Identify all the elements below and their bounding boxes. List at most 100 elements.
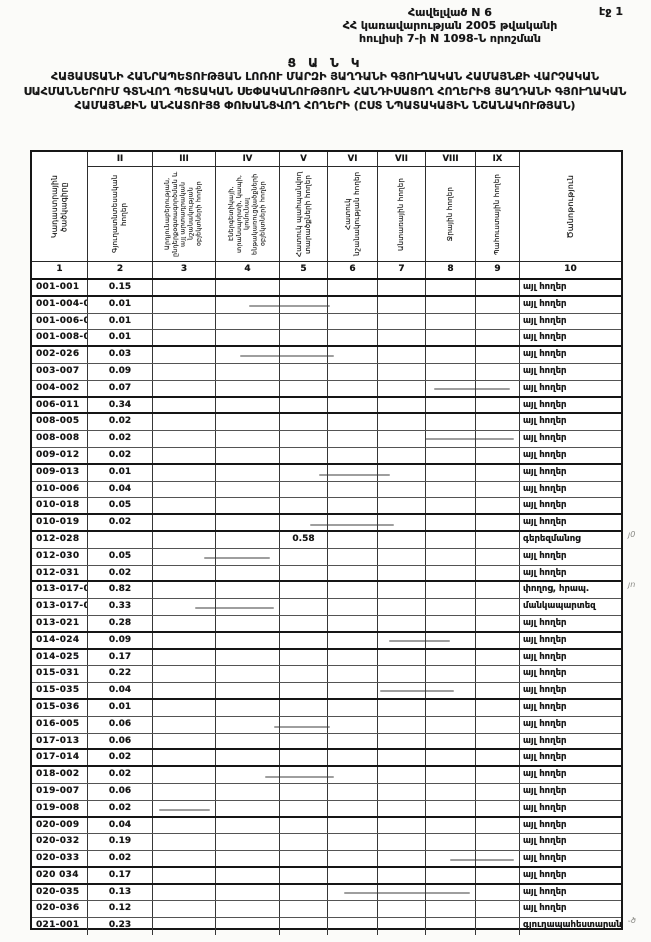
row-value-cell: 0.23 (87, 918, 152, 936)
empty-cell (475, 683, 519, 698)
row-value-cell (279, 380, 327, 396)
column-number-4: 4 (215, 262, 279, 278)
row-note-cell: այլ հողեր (519, 313, 621, 330)
empty-cell (215, 296, 279, 313)
header-col-7: VII Անտառային հողեր (377, 152, 425, 261)
empty-cell (327, 296, 377, 313)
row-value-cell (279, 397, 327, 413)
header-col-5: V Հատուկ պահպանվող տարածքների հողեր (279, 152, 327, 261)
empty-cell (425, 851, 475, 866)
header-col-9: IX Պահուստային հողեր (475, 152, 519, 261)
empty-cell (425, 481, 475, 498)
row-value-cell (279, 599, 327, 615)
row-value-cell (279, 330, 327, 346)
empty-cell (377, 347, 425, 363)
empty-cell (377, 380, 425, 396)
table-row: 013-017-010.82 փողոց, հրապ. (32, 582, 621, 600)
empty-cell (425, 884, 475, 901)
empty-cell (215, 716, 279, 733)
empty-cell (377, 330, 425, 346)
empty-cell (475, 447, 519, 463)
empty-cell (377, 599, 425, 615)
empty-cell (327, 481, 377, 498)
empty-cell (215, 380, 279, 396)
row-value-cell (279, 666, 327, 683)
roman-numeral-VII: VII (378, 152, 425, 167)
empty-cell (327, 699, 377, 716)
row-code-cell: 009-012 (36, 449, 80, 460)
empty-cell (327, 834, 377, 851)
column-number-5: 5 (279, 262, 327, 278)
empty-cell (425, 380, 475, 396)
empty-cell (152, 750, 215, 766)
empty-cell (377, 531, 425, 548)
empty-cell (377, 464, 425, 481)
empty-cell (327, 565, 377, 581)
row-value-cell (279, 313, 327, 330)
header-label: Արդյունաբերության, ընդերքօգտագործման և ա… (164, 171, 203, 257)
empty-cell (152, 767, 215, 783)
row-value-cell (279, 783, 327, 800)
empty-cell (327, 867, 377, 883)
empty-cell (215, 783, 279, 800)
row-code-cell: 010-019 (36, 517, 80, 528)
row-value-cell: 0.13 (87, 884, 152, 901)
table-row: 015-035 0.04 այլ հողեր (32, 683, 621, 700)
empty-cell (475, 531, 519, 548)
empty-cell (475, 280, 519, 295)
empty-cell (425, 548, 475, 565)
row-value-cell (279, 464, 327, 481)
empty-cell (215, 800, 279, 816)
row-value-cell (279, 733, 327, 749)
table-row: 020-036 0.12 այլ հողեր (32, 901, 621, 919)
table-row: 001-006-010.01 այլ հողեր (32, 313, 621, 331)
row-code-cell: 012-031 (36, 567, 80, 578)
row-note-cell: այլ հողեր (519, 834, 621, 851)
empty-cell (327, 414, 377, 431)
empty-cell (215, 683, 279, 698)
table-row: 001-008-010.01 այլ հողեր (32, 330, 621, 348)
empty-cell (215, 750, 279, 766)
row-note-cell: այլ հողեր (519, 733, 621, 749)
row-code-cell: 001-004-01 (36, 298, 87, 309)
empty-cell (152, 800, 215, 816)
column-number-3: 3 (152, 262, 215, 278)
empty-cell (327, 683, 377, 698)
row-code-cell: 008-005 (36, 416, 80, 427)
empty-cell (327, 347, 377, 363)
empty-cell (327, 632, 377, 648)
empty-cell (425, 397, 475, 413)
empty-cell (377, 515, 425, 530)
row-value-cell: 0.02 (87, 767, 152, 783)
row-note-cell: այլ հողեր (519, 901, 621, 918)
row-code-cell: 015-031 (36, 668, 80, 679)
row-value-cell: 0.33 (87, 599, 152, 615)
row-value-cell (279, 515, 327, 530)
empty-cell (327, 733, 377, 749)
empty-cell (475, 767, 519, 783)
header-label-wrap: Հատուկ պահպանվող տարածքների հողեր (280, 167, 327, 261)
empty-cell (475, 599, 519, 615)
row-value-cell: 0.82 (87, 582, 152, 599)
empty-cell (425, 330, 475, 346)
table-row: 015-036 0.01 այլ հողեր (32, 699, 621, 717)
empty-cell (377, 834, 425, 851)
row-note-cell: այլ հողեր (519, 414, 621, 431)
row-code-cell: 019-007 (36, 785, 80, 796)
table-row: 020 034 0.17 այլ հողեր (32, 867, 621, 885)
empty-cell (425, 347, 475, 363)
empty-cell (327, 464, 377, 481)
roman-numeral-IX: IX (476, 152, 519, 167)
row-code-cell: 009-013 (36, 466, 80, 477)
empty-cell (152, 716, 215, 733)
empty-cell (152, 397, 215, 413)
empty-cell (152, 548, 215, 565)
row-code-cell: 020-036 (36, 903, 80, 914)
empty-cell (152, 464, 215, 481)
empty-cell (327, 817, 377, 834)
empty-cell (152, 851, 215, 866)
empty-cell (215, 699, 279, 716)
empty-cell (425, 699, 475, 716)
header-col-3: III Արդյունաբերության, ընդերքօգտագործման … (152, 152, 215, 261)
row-note-cell: այլ հողեր (519, 800, 621, 816)
